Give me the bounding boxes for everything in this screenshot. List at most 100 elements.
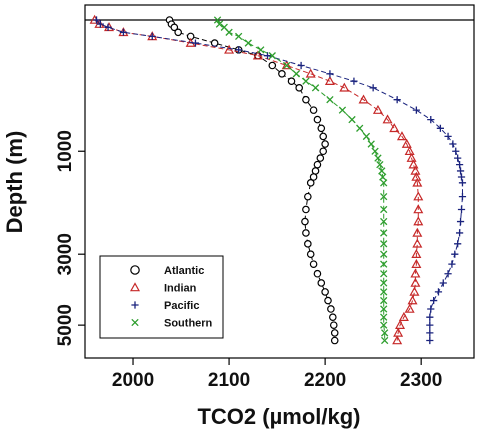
indian-point — [339, 82, 350, 92]
pacific-point — [235, 46, 243, 54]
southern-point — [380, 270, 388, 278]
pacific-point — [434, 288, 443, 296]
southern-point — [380, 250, 388, 258]
southern-point — [380, 229, 388, 237]
pacific-line — [96, 19, 463, 341]
indian-point — [395, 319, 406, 329]
y-tick-label: 3000 — [55, 233, 76, 275]
atlantic-point — [306, 250, 315, 258]
atlantic-point — [287, 77, 296, 85]
indian-point — [396, 131, 407, 141]
series-indian — [89, 14, 424, 345]
atlantic-point — [319, 132, 328, 141]
pacific-point — [326, 70, 334, 78]
legend-label-southern: Southern — [164, 318, 213, 330]
southern-point — [380, 260, 388, 268]
southern-point — [374, 154, 382, 162]
pacific-point — [263, 52, 272, 60]
atlantic-point — [313, 115, 322, 124]
x-axis: 2000 2100 2200 2300 — [112, 358, 442, 391]
indian-point — [413, 191, 424, 201]
indian-point — [398, 311, 409, 321]
x-tick-label: 2200 — [304, 370, 346, 391]
atlantic-point — [304, 192, 312, 201]
pacific-point — [369, 84, 377, 92]
indian-point — [411, 258, 422, 268]
pacific-point — [436, 124, 444, 132]
indian-point — [389, 123, 400, 133]
indian-point — [324, 75, 335, 85]
pacific-point — [454, 154, 462, 162]
indian-point — [281, 60, 292, 70]
indian-point — [401, 138, 412, 148]
atlantic-point — [174, 28, 182, 37]
legend-item-atlantic: Atlantic — [130, 265, 204, 277]
southern-point — [302, 77, 310, 85]
legend-marker-atlantic — [130, 265, 140, 275]
southern-point — [338, 106, 347, 114]
legend-item-indian: Indian — [129, 282, 197, 295]
x-tick-label: 2000 — [112, 370, 154, 391]
atlantic-line — [169, 19, 336, 341]
pacific-point — [92, 16, 101, 24]
atlantic-point — [304, 240, 312, 248]
atlantic-point — [311, 167, 320, 175]
series-atlantic — [165, 16, 339, 345]
pacific-point — [427, 305, 435, 313]
southern-point — [379, 173, 387, 181]
atlantic-point — [268, 61, 277, 70]
pacific-point — [96, 20, 104, 28]
pacific-point — [297, 61, 305, 70]
southern-point — [380, 279, 388, 287]
southern-point — [213, 16, 222, 24]
indian-point — [410, 268, 421, 278]
pacific-point — [457, 205, 466, 214]
southern-point — [371, 147, 379, 155]
southern-point — [356, 124, 364, 132]
atlantic-point — [301, 217, 309, 226]
atlantic-point — [317, 124, 326, 133]
pacific-point — [456, 217, 465, 226]
atlantic-point — [319, 147, 328, 156]
pacific-point — [119, 28, 128, 36]
southern-point — [380, 217, 388, 226]
legend-marker-indian — [129, 282, 141, 292]
southern-point — [244, 39, 252, 47]
y-axis-title: Depth (m) — [2, 131, 27, 234]
indian-point — [392, 335, 403, 345]
atlantic-point — [329, 321, 338, 329]
southern-point — [380, 205, 388, 214]
pacific-point — [448, 260, 456, 268]
southern-point — [257, 46, 265, 54]
atlantic-point — [321, 140, 329, 148]
pacific-point — [454, 240, 462, 248]
series-southern — [213, 16, 389, 345]
pacific-point — [426, 329, 434, 337]
southern-point — [268, 52, 276, 60]
atlantic-point — [306, 179, 315, 187]
atlantic-point — [309, 173, 318, 181]
pacific-point — [350, 77, 358, 85]
southern-point — [311, 84, 320, 92]
atlantic-point — [316, 154, 325, 162]
pacific-point — [426, 321, 434, 329]
atlantic-point — [309, 260, 318, 268]
pacific-point — [457, 173, 466, 181]
atlantic-point — [317, 279, 326, 287]
pacific-point — [455, 229, 464, 237]
southern-point — [215, 20, 224, 28]
atlantic-point — [313, 160, 322, 169]
southern-point — [380, 313, 388, 321]
plot-frame — [84, 4, 475, 359]
southern-point — [378, 167, 386, 175]
atlantic-point — [330, 329, 339, 337]
pacific-point — [430, 296, 438, 305]
indian-point — [411, 248, 422, 258]
atlantic-point — [278, 70, 286, 78]
pacific-point — [191, 39, 200, 47]
indian-point — [409, 286, 420, 296]
atlantic-point — [170, 23, 179, 32]
indian-point — [406, 152, 417, 162]
pacific-point — [449, 140, 457, 148]
